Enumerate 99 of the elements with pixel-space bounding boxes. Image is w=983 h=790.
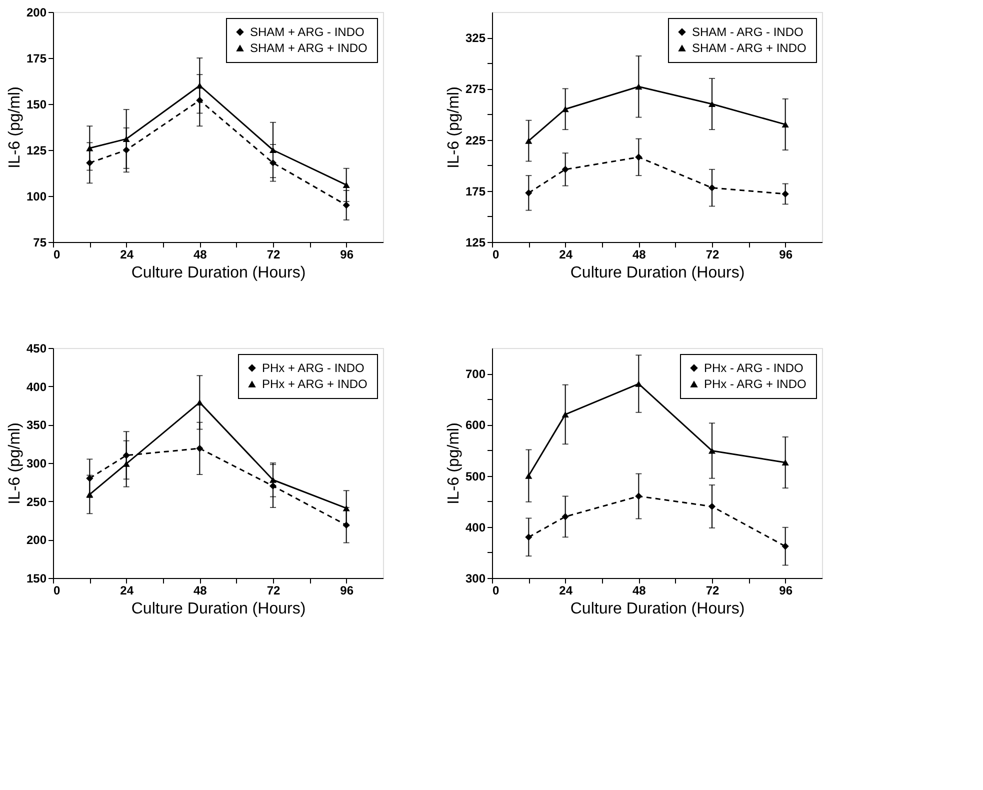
y-axis-title: IL-6 (pg/ml): [6, 422, 24, 504]
point: [708, 448, 716, 454]
y-axis-title: IL-6 (pg/ml): [6, 86, 24, 168]
point: [782, 190, 789, 198]
point: [562, 513, 569, 520]
point: [525, 138, 532, 144]
x-tick-label: 96: [779, 248, 793, 262]
x-axis-title: Culture Duration (Hours): [131, 264, 306, 282]
y-tick-label: 300: [465, 572, 486, 586]
y-tick-label: 400: [26, 380, 47, 394]
point: [86, 159, 94, 166]
point: [562, 166, 569, 173]
point: [342, 182, 350, 188]
y-axis-title: IL-6 (pg/ml): [445, 86, 462, 168]
x-tick-label: 0: [54, 248, 60, 262]
y-tick-label: 450: [26, 342, 47, 356]
x-axis-title: Culture Duration (Hours): [131, 600, 306, 618]
legend-label: SHAM + ARG + INDO: [250, 41, 368, 55]
point: [342, 505, 350, 512]
y-tick-label: 225: [465, 133, 486, 148]
point: [122, 136, 130, 142]
x-axis-title: Culture Duration (Hours): [570, 264, 745, 282]
x-tick-label: 96: [340, 584, 354, 598]
point: [525, 472, 532, 479]
y-tick-label: 200: [26, 6, 47, 20]
y-tick-label: 600: [465, 418, 486, 432]
legend-label: SHAM - ARG + INDO: [692, 41, 806, 55]
point: [196, 399, 204, 406]
y-tick-label: 175: [465, 184, 486, 198]
point: [269, 476, 277, 483]
x-tick-label: 24: [559, 584, 573, 598]
point: [562, 106, 569, 112]
legend-label: PHx + ARG + INDO: [262, 377, 368, 391]
point: [635, 154, 642, 161]
point: [635, 380, 642, 387]
x-tick-label: 48: [193, 248, 208, 262]
legend-label: PHx - ARG - INDO: [704, 361, 804, 375]
point: [635, 492, 642, 500]
legend-label: SHAM + ARG - INDO: [250, 25, 364, 39]
y-tick-label: 325: [465, 31, 486, 46]
y-tick-label: 150: [26, 572, 47, 586]
x-tick-label: 96: [779, 584, 793, 598]
y-tick-label: 400: [465, 520, 486, 534]
point: [196, 82, 204, 89]
x-tick-label: 72: [266, 248, 280, 262]
y-axis-title: IL-6 (pg/ml): [445, 422, 462, 504]
legend-label: PHx - ARG + INDO: [704, 377, 806, 391]
x-tick-label: 48: [632, 248, 646, 262]
point: [708, 502, 716, 510]
x-tick-label: 24: [559, 248, 573, 262]
point: [269, 146, 277, 154]
point: [782, 542, 789, 550]
y-tick-label: 125: [465, 236, 486, 250]
point: [269, 159, 277, 166]
point: [86, 145, 94, 152]
point: [86, 491, 94, 498]
point: [635, 84, 642, 90]
x-tick-label: 48: [193, 584, 208, 598]
y-tick-label: 100: [26, 190, 47, 204]
y-tick-label: 150: [26, 98, 47, 112]
x-tick-label: 0: [54, 584, 60, 598]
x-tick-label: 96: [340, 248, 354, 262]
y-tick-label: 125: [26, 144, 47, 158]
legend-label: SHAM - ARG - INDO: [692, 25, 804, 39]
y-tick-label: 175: [26, 52, 47, 66]
legend-label: PHx + ARG - INDO: [262, 361, 364, 375]
y-tick-label: 300: [26, 456, 47, 470]
point: [342, 522, 350, 529]
y-tick-label: 700: [465, 367, 486, 382]
point: [196, 444, 204, 452]
x-tick-label: 24: [120, 584, 134, 598]
x-tick-label: 72: [266, 584, 280, 598]
x-tick-label: 72: [706, 584, 720, 598]
x-axis-title: Culture Duration (Hours): [570, 600, 745, 618]
point: [196, 96, 204, 104]
point: [525, 534, 532, 541]
y-tick-label: 275: [465, 82, 486, 96]
point: [525, 189, 532, 196]
x-tick-label: 48: [632, 584, 646, 598]
point: [122, 460, 130, 467]
y-tick-label: 350: [26, 418, 47, 432]
point: [782, 121, 789, 128]
point: [122, 452, 130, 459]
y-tick-label: 500: [465, 469, 486, 484]
point: [782, 459, 789, 466]
y-tick-label: 75: [33, 236, 47, 250]
y-tick-label: 200: [26, 533, 47, 548]
point: [86, 474, 94, 482]
y-tick-label: 250: [26, 494, 47, 509]
point: [342, 202, 350, 209]
point: [562, 411, 569, 418]
point: [122, 146, 130, 154]
x-tick-label: 24: [120, 248, 134, 262]
x-tick-label: 0: [492, 248, 500, 262]
point: [269, 482, 277, 490]
x-tick-label: 0: [492, 584, 500, 598]
point: [708, 184, 716, 192]
x-tick-label: 72: [706, 248, 720, 262]
point: [708, 100, 716, 108]
